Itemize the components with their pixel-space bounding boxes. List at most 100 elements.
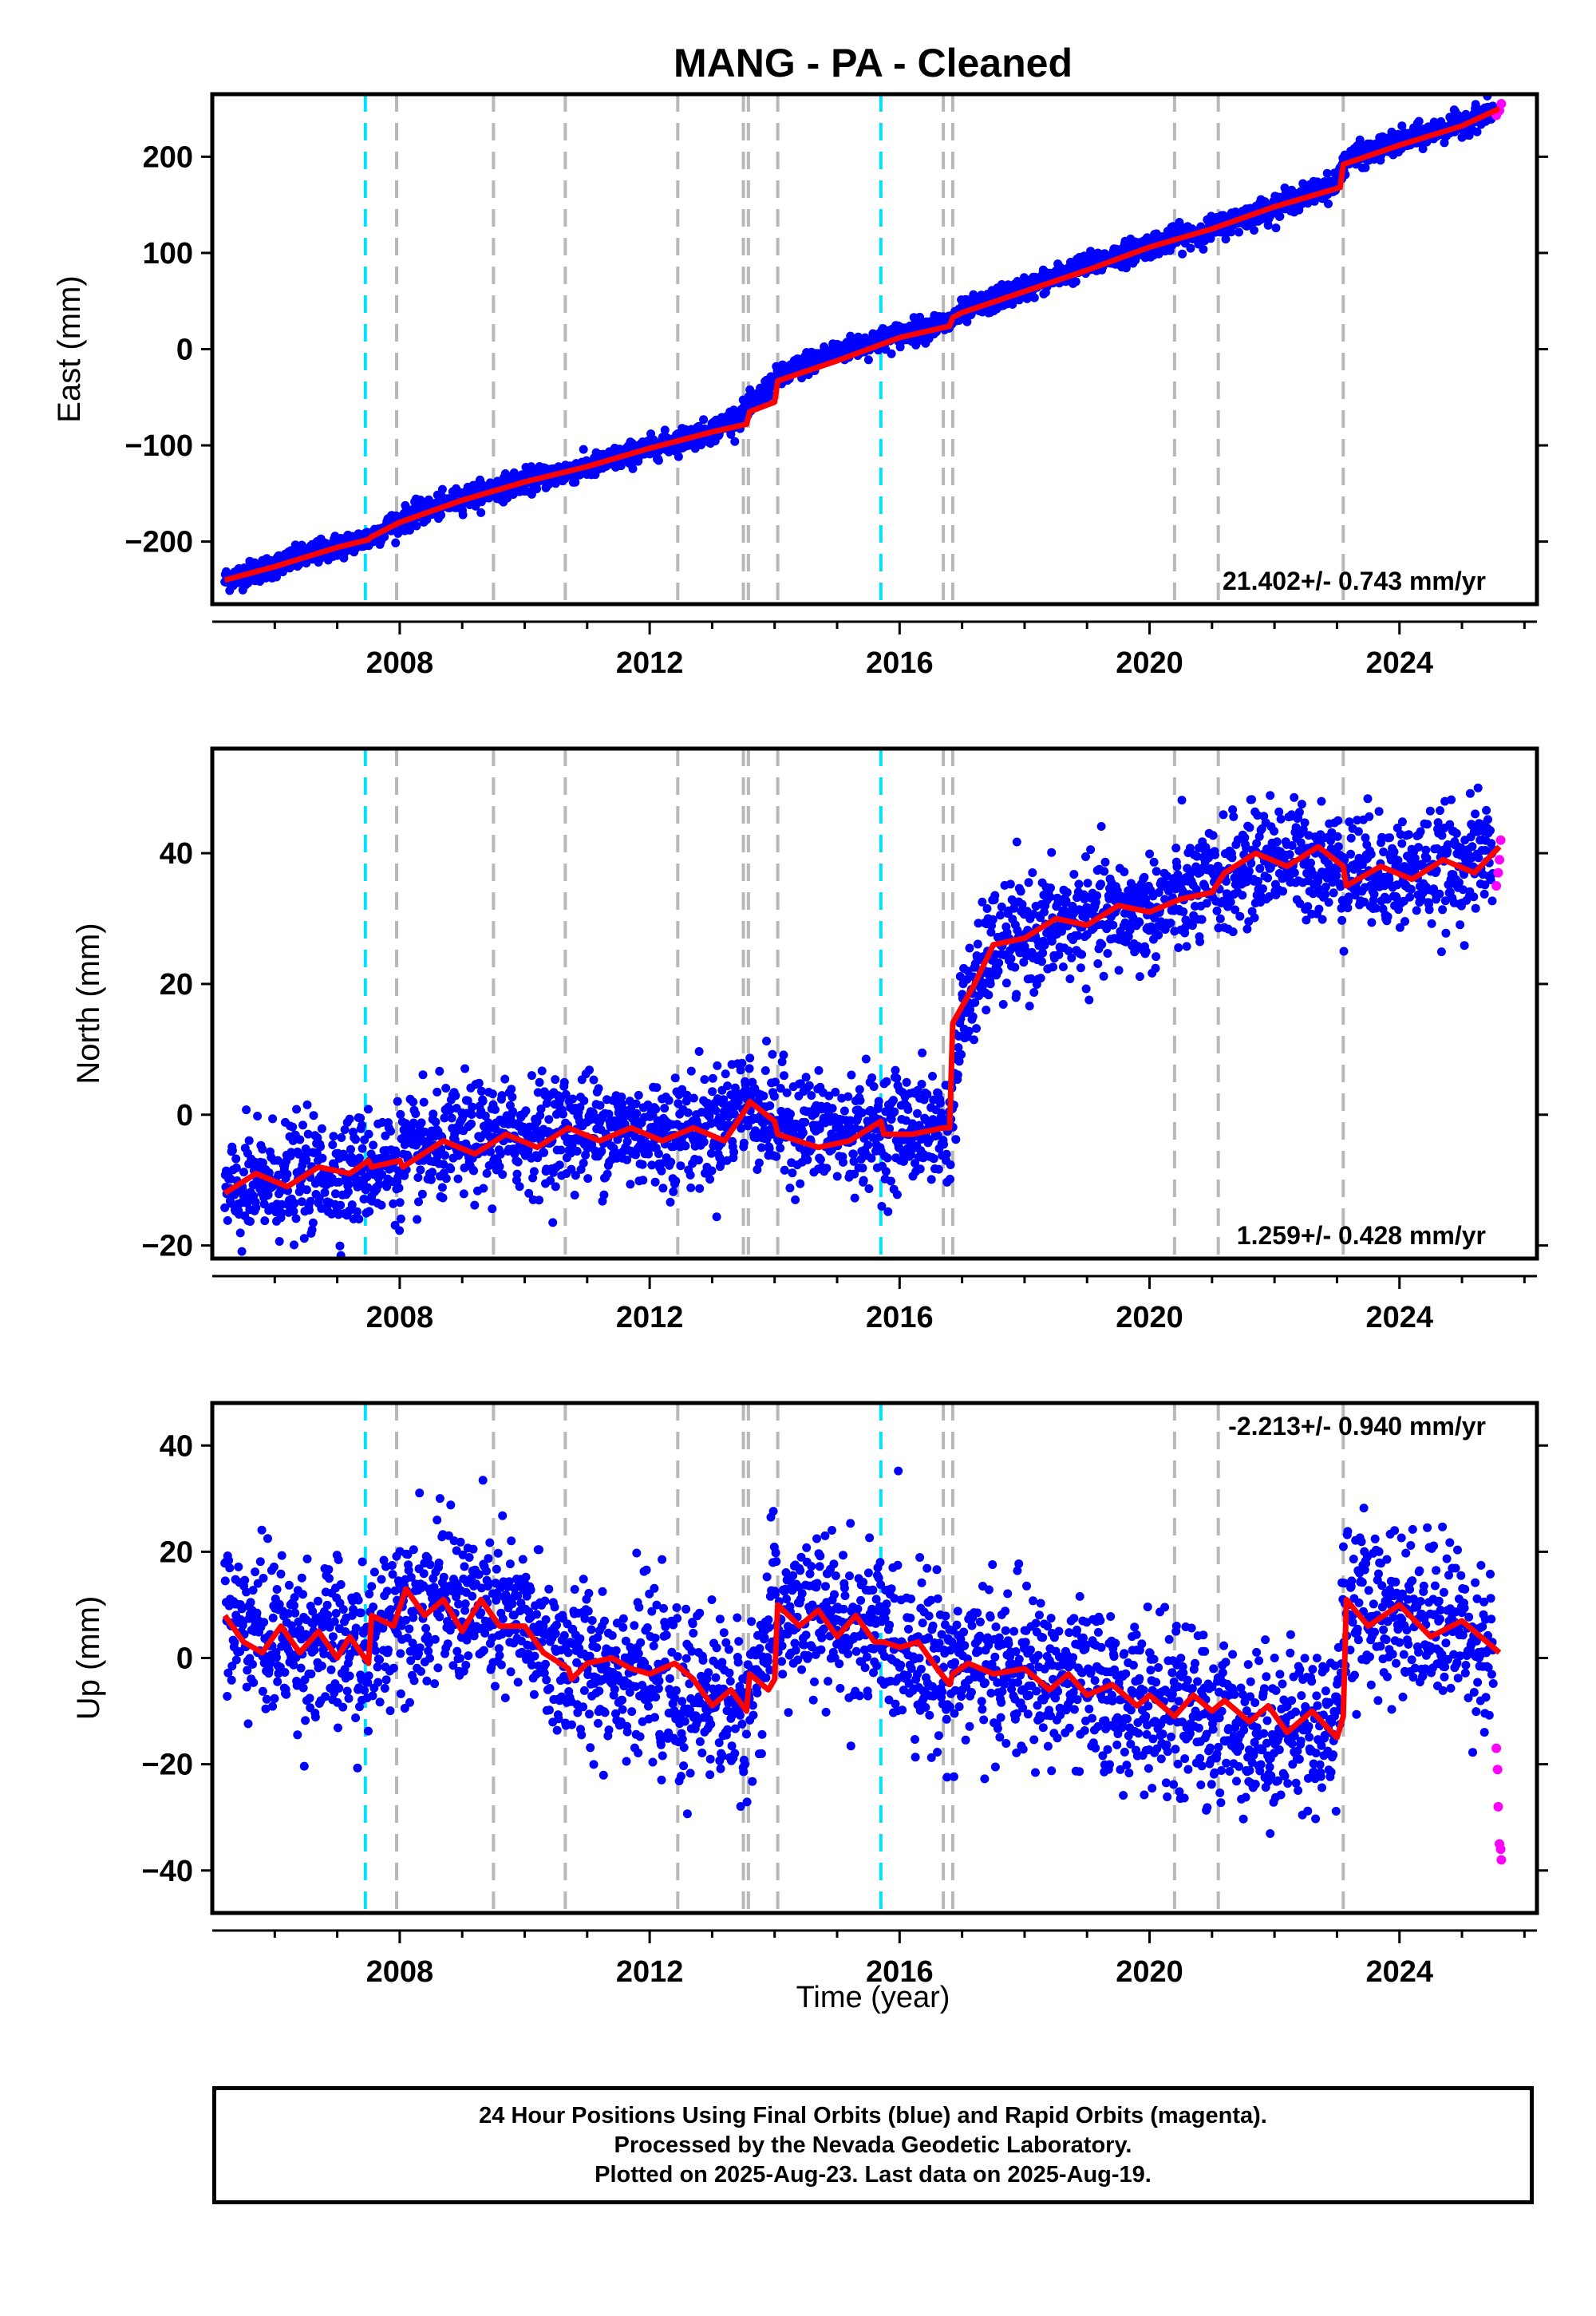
data-point (1012, 990, 1021, 999)
data-point (286, 1148, 296, 1157)
data-point (1093, 959, 1103, 968)
data-point (782, 1088, 792, 1097)
data-point (1333, 816, 1343, 825)
data-point (1245, 823, 1254, 832)
data-point (414, 1197, 423, 1207)
data-point (723, 1081, 733, 1091)
data-point (1149, 857, 1159, 867)
data-point (622, 1155, 632, 1164)
data-point (1178, 249, 1187, 259)
y-axis-label: East (mm) (52, 275, 87, 422)
data-point (571, 477, 580, 487)
data-point (706, 1148, 716, 1158)
data-point (814, 1065, 824, 1075)
data-point (351, 1135, 361, 1144)
data-point (1333, 842, 1343, 852)
data-point (1152, 867, 1161, 876)
data-point (1086, 845, 1096, 855)
data-point (331, 1189, 340, 1199)
data-point (272, 572, 281, 582)
data-point (412, 521, 421, 531)
data-point (314, 1193, 324, 1203)
data-point (1278, 887, 1288, 896)
data-point (867, 1073, 877, 1082)
data-point (998, 1000, 1008, 1009)
data-point (1097, 940, 1107, 949)
data-point (396, 1109, 405, 1119)
chart-title: MANG - PA - Cleaned (674, 41, 1073, 85)
data-point (258, 1144, 267, 1154)
data-point (437, 1183, 447, 1192)
data-point (1092, 891, 1102, 900)
data-point (1329, 888, 1338, 898)
data-point (512, 1169, 522, 1179)
data-point (571, 1171, 580, 1180)
data-point (1212, 906, 1222, 915)
data-point (579, 1158, 588, 1168)
data-point (964, 1026, 974, 1036)
data-point (855, 1096, 865, 1105)
data-point (1246, 859, 1256, 868)
data-point (694, 1047, 704, 1056)
data-point (235, 1228, 245, 1238)
data-point (339, 1152, 349, 1161)
east-panel: 2008 2012 2016 2020 2024−200−1000100200East … (52, 92, 1548, 680)
data-point (1326, 836, 1335, 845)
data-point (253, 1112, 263, 1120)
data-point (1298, 824, 1308, 834)
data-point (786, 1109, 795, 1119)
data-point (658, 1184, 668, 1193)
data-point (937, 1108, 946, 1117)
data-point (435, 1066, 444, 1076)
data-point (666, 1197, 675, 1207)
data-point (377, 1200, 386, 1210)
data-point (393, 1097, 402, 1106)
data-point (654, 1149, 663, 1159)
data-point (366, 1149, 376, 1159)
data-point (1317, 796, 1326, 806)
data-point (974, 991, 984, 1001)
data-point (1038, 948, 1048, 958)
data-point (467, 1119, 476, 1128)
data-point (282, 1169, 292, 1179)
data-point (539, 1148, 549, 1157)
data-point (1296, 838, 1306, 848)
data-point (1091, 898, 1100, 907)
rapid-point (1496, 99, 1507, 109)
data-point (883, 1207, 893, 1216)
data-point (275, 1237, 284, 1246)
data-point (831, 1088, 840, 1097)
data-point (440, 1113, 449, 1123)
data-point (850, 1193, 859, 1203)
x-tick-label: 2024 (1365, 646, 1433, 680)
data-point (686, 1066, 696, 1076)
data-point (307, 1225, 317, 1235)
data-point (337, 1133, 346, 1142)
data-point (1010, 962, 1020, 972)
data-point (1071, 277, 1080, 287)
data-point (227, 1146, 237, 1156)
data-point (441, 1174, 451, 1184)
data-point (1171, 844, 1181, 853)
data-point (595, 1101, 605, 1110)
data-point (858, 1164, 867, 1173)
data-point (447, 1113, 456, 1123)
data-point (1274, 807, 1284, 816)
data-point (359, 1195, 369, 1203)
data-point (389, 1199, 398, 1208)
data-point (559, 1077, 569, 1087)
data-point (346, 1144, 355, 1154)
data-point (1346, 833, 1356, 843)
data-point (791, 1195, 800, 1204)
data-point (946, 1175, 954, 1184)
data-point (882, 1077, 891, 1086)
data-point (638, 1160, 647, 1169)
data-point (278, 567, 287, 577)
data-point (683, 1108, 693, 1117)
data-point (705, 1175, 715, 1184)
data-point (708, 1087, 717, 1097)
data-point (892, 1073, 902, 1083)
data-point (1361, 163, 1370, 172)
data-point (686, 1183, 696, 1192)
data-point (508, 1107, 517, 1117)
